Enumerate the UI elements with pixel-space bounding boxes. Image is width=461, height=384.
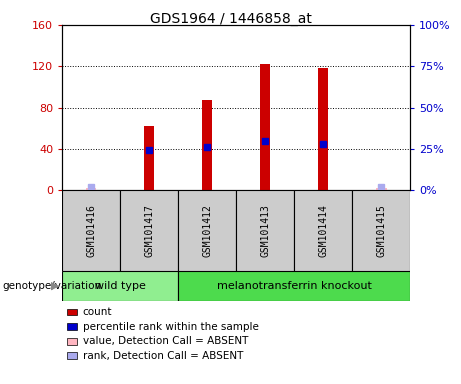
Text: count: count bbox=[83, 307, 112, 317]
Bar bbox=[352, 190, 410, 271]
Bar bbox=[236, 190, 294, 271]
Bar bbox=[178, 271, 410, 301]
Text: rank, Detection Call = ABSENT: rank, Detection Call = ABSENT bbox=[83, 351, 243, 361]
Text: GSM101417: GSM101417 bbox=[144, 204, 154, 257]
Text: GSM101413: GSM101413 bbox=[260, 204, 270, 257]
Text: genotype/variation: genotype/variation bbox=[2, 281, 101, 291]
Text: GSM101415: GSM101415 bbox=[376, 204, 386, 257]
Bar bbox=[260, 64, 271, 190]
Bar bbox=[62, 271, 178, 301]
Text: melanotransferrin knockout: melanotransferrin knockout bbox=[217, 281, 372, 291]
Text: value, Detection Call = ABSENT: value, Detection Call = ABSENT bbox=[83, 336, 248, 346]
Text: GSM101416: GSM101416 bbox=[86, 204, 96, 257]
Text: percentile rank within the sample: percentile rank within the sample bbox=[83, 322, 259, 332]
Text: wild type: wild type bbox=[95, 281, 146, 291]
Bar bbox=[86, 188, 96, 190]
Bar bbox=[202, 100, 213, 190]
Text: GDS1964 / 1446858_at: GDS1964 / 1446858_at bbox=[149, 12, 312, 26]
Text: GSM101412: GSM101412 bbox=[202, 204, 212, 257]
Bar bbox=[62, 190, 120, 271]
Bar bbox=[144, 126, 154, 190]
Bar bbox=[178, 190, 236, 271]
Text: GSM101414: GSM101414 bbox=[318, 204, 328, 257]
Bar bbox=[120, 190, 178, 271]
Text: ▶: ▶ bbox=[52, 281, 60, 291]
Bar bbox=[376, 188, 386, 190]
Bar bbox=[294, 190, 352, 271]
Bar bbox=[318, 68, 329, 190]
